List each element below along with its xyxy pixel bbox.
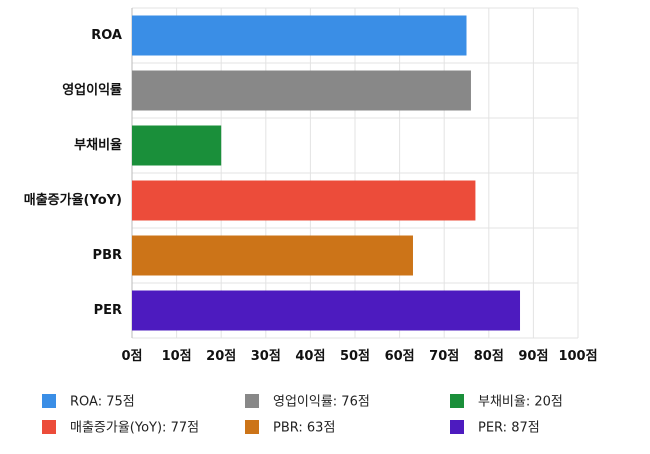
legend-label: PBR: 63점 [273, 421, 335, 436]
category-label: ROA [91, 28, 122, 43]
legend-label: 매출증가율(YoY): 77점 [70, 421, 199, 436]
bar [132, 290, 521, 331]
x-tick-label: 50점 [340, 349, 370, 364]
bar [132, 125, 222, 166]
legend-swatch [245, 394, 259, 408]
legend-swatch [42, 394, 56, 408]
bar [132, 235, 413, 276]
x-tick-labels: 0점 10점 20점 30점 40점 50점 60점 70점 80점 90점 100점 [121, 349, 597, 364]
category-label: 영업이익률 [62, 82, 122, 98]
legend-swatch [450, 394, 464, 408]
category-label: 매출증가율(YoY) [24, 192, 122, 208]
legend-swatch [42, 420, 56, 434]
x-tick-label: 20점 [206, 349, 236, 364]
x-tick-label: 40점 [295, 349, 325, 364]
x-tick-label: 10점 [162, 349, 192, 364]
x-tick-label: 80점 [474, 349, 504, 364]
x-tick-label: 60점 [385, 349, 415, 364]
x-tick-label: 30점 [251, 349, 281, 364]
category-label: PER [94, 303, 122, 318]
bars [132, 15, 521, 331]
x-tick-label: 100점 [558, 349, 597, 364]
legend-label: 영업이익률: 76점 [273, 395, 370, 410]
legend-swatch [450, 420, 464, 434]
x-tick-label: 0점 [121, 349, 142, 364]
bar [132, 180, 476, 221]
legend-label: 부채비율: 20점 [478, 395, 563, 410]
bar [132, 70, 471, 111]
category-label: PBR [93, 248, 122, 263]
legend-swatch [245, 420, 259, 434]
grid [131, 7, 579, 339]
legend-label: PER: 87점 [478, 421, 540, 436]
x-tick-label: 90점 [518, 349, 548, 364]
category-label: 부채비율 [74, 137, 122, 153]
x-tick-label: 70점 [429, 349, 459, 364]
bar [132, 15, 467, 56]
legend-label: ROA: 75점 [70, 395, 135, 410]
